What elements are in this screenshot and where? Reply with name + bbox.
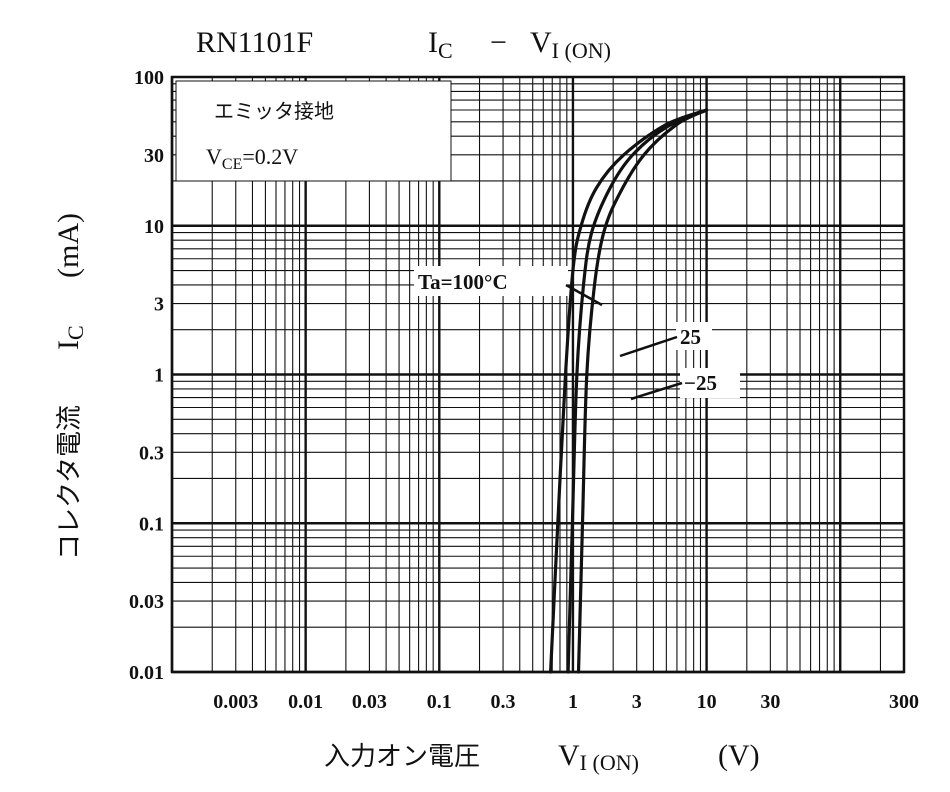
curve-annotations: Ta=100°C 25 −25 (414, 266, 740, 401)
series-curve-1 (566, 108, 709, 674)
x-tick-label: 3 (632, 691, 642, 713)
title-y-letter: I (428, 26, 438, 59)
series-label-minus25: −25 (684, 371, 717, 395)
y-tick-label: 0.01 (129, 662, 164, 684)
x-axis-unit: (V) (718, 739, 760, 772)
x-axis-label-jp: 入力オン電圧 (324, 742, 480, 772)
y-tick-label: 0.03 (129, 591, 164, 613)
title-y-symbol: IC (428, 26, 453, 63)
y-tick-label: 1 (154, 365, 164, 387)
y-axis-unit: (mA) (52, 213, 85, 278)
y-tick-label: 30 (144, 145, 164, 167)
x-tick-label: 30 (760, 691, 780, 713)
model-name: RN1101F (196, 26, 313, 59)
series-label-100c: Ta=100°C (418, 270, 508, 294)
x-axis-letter: V (558, 739, 580, 772)
x-tick-label: 0.03 (352, 691, 387, 713)
condition-vce: VCE=0.2V (206, 144, 298, 173)
label-bg-minus25 (680, 368, 740, 398)
condition-grounding: エミッタ接地 (214, 99, 334, 123)
leader-line-25 (619, 335, 678, 358)
label-bg-25 (676, 322, 712, 350)
x-tick-label: 0.003 (213, 691, 258, 713)
x-tick-label: 1 (568, 691, 578, 713)
y-tick-label: 10 (144, 216, 164, 238)
condition-vce-subscript: CE (222, 156, 242, 173)
y-axis-symbol: IC (52, 325, 88, 350)
conditions-box (175, 80, 452, 182)
x-tick-label: 0.3 (491, 691, 516, 713)
leader-line-100c (565, 283, 603, 307)
title-x-symbol: VI (ON) (530, 26, 611, 63)
y-axis-label: コレクタ電流 IC (mA) (52, 213, 88, 560)
x-tick-label: 10 (697, 691, 717, 713)
y-tick-label: 100 (134, 67, 164, 89)
data-curves (549, 108, 709, 674)
title-y-subscript: C (438, 38, 453, 63)
x-tick-label: 0.1 (427, 691, 452, 713)
y-axis-subscript: C (63, 325, 88, 340)
x-tick-label: 300 (889, 691, 919, 713)
x-axis-symbol: VI (ON) (558, 739, 639, 775)
y-axis-label-jp: コレクタ電流 (55, 405, 85, 560)
series-curve-0 (549, 108, 709, 674)
y-tick-label: 3 (154, 294, 164, 316)
x-axis-subscript: I (ON) (580, 750, 639, 775)
y-tick-label: 0.1 (139, 513, 164, 535)
title-x-letter: V (530, 26, 552, 59)
x-tick-labels: 0.003 0.01 0.03 0.1 0.3 1 3 10 30 300 (213, 691, 919, 713)
condition-vce-value: =0.2V (242, 144, 298, 169)
condition-vce-symbol: V (206, 144, 222, 169)
series-curve-2 (576, 108, 709, 674)
plot-frame (170, 75, 906, 674)
y-tick-label: 0.3 (139, 442, 164, 464)
leader-line-minus25 (630, 381, 683, 401)
series-label-25: 25 (680, 325, 701, 349)
label-bg-100c (414, 266, 568, 296)
title-x-subscript: I (ON) (552, 38, 611, 63)
title-dash: − (490, 26, 507, 59)
y-axis-letter: I (52, 340, 85, 350)
x-tick-label: 0.01 (288, 691, 323, 713)
y-tick-labels: 0.01 0.03 0.1 0.3 1 3 10 30 100 (129, 67, 164, 684)
